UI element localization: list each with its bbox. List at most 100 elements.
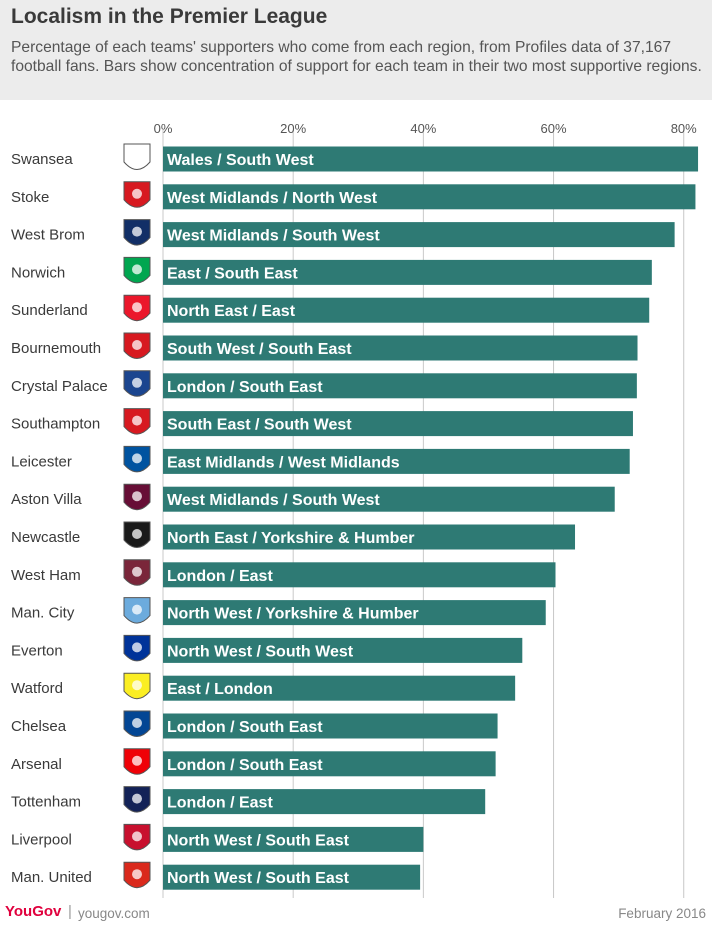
table-row: Crystal Palace London / South East [11,370,637,399]
team-label: Tottenham [11,794,81,811]
crest-emblem [132,151,142,161]
table-row: West Brom West Midlands / South West [11,219,675,248]
crest-emblem [132,604,142,615]
team-label: Watford [11,680,63,697]
bar-label: London / South East [167,719,323,736]
team-label: Crystal Palace [11,378,108,395]
arsenal-crest-icon [123,748,151,775]
crest-emblem [132,226,142,237]
bar-label: South West / South East [167,341,352,358]
table-row: Stoke West Midlands / North West [11,181,696,210]
crest-emblem [132,793,142,804]
bar [163,600,546,626]
bar-label: Wales / South West [167,152,314,169]
bar-label: West Midlands / South West [167,228,380,245]
table-row: Leicester East Midlands / West Midlands [11,445,630,474]
team-label: Swansea [11,151,73,168]
bar-label: North West / South East [167,870,350,887]
bar-label: North West / South West [167,643,354,660]
bar-label: East / South East [167,265,298,282]
chart-subtitle: Percentage of each teams' supporters who… [11,39,702,75]
team-label: Newcastle [11,529,80,546]
table-row: Watford East / London [11,672,516,701]
footer-date: February 2016 [618,906,706,921]
crystal-palace-crest-icon [123,370,151,397]
bar [163,751,496,777]
bar-label: London / South East [167,757,323,774]
crest-emblem [132,491,142,502]
table-row: Everton North West / South West [11,634,523,663]
bar-chart: 0% 20% 40% 60% 80%Swansea Wales / South WestS… [11,121,699,898]
bar-label: South East / South West [167,417,352,434]
table-row: Aston Villa West Midlands / South West [11,483,615,512]
bar [163,486,615,512]
bar [163,637,523,663]
crest-emblem [132,566,142,577]
bar [163,146,699,172]
crest-emblem [132,377,142,388]
crest-emblem [132,453,142,464]
footer-url-link[interactable]: yougov.com [78,906,150,921]
crest-emblem [132,755,142,766]
bar [163,524,576,550]
bar-label: North East / East [167,303,296,320]
table-row: Norwich East / South East [11,256,652,285]
chelsea-crest-icon [123,710,151,737]
table-row: Tottenham London / East [11,786,486,815]
team-label: Southampton [11,416,100,433]
crest-emblem [132,718,142,728]
table-row: Newcastle North East / Yorkshire & Humber [11,521,576,550]
man-united-crest-icon [123,861,151,889]
table-row: Liverpool North West / South East [11,823,424,852]
bar-label: West Midlands / South West [167,492,380,509]
bar-label: East / London [167,681,273,698]
crest-emblem [132,302,142,313]
bar [163,373,637,399]
team-label: Aston Villa [11,491,82,508]
x-tick-label: 20% [280,121,306,136]
stoke-crest-icon [123,181,151,208]
team-label: Man. United [11,869,92,886]
aston-villa-crest-icon [123,483,151,511]
team-label: Leicester [11,453,72,470]
west-ham-crest-icon [123,559,151,586]
southampton-crest-icon [123,408,151,435]
liverpool-crest-icon [123,823,151,851]
bar [163,222,675,248]
bar-label: West Midlands / North West [167,190,378,207]
x-tick-label: 80% [671,121,697,136]
team-label: Bournemouth [11,340,101,357]
crest-emblem [132,831,142,842]
chart-header: Localism in the Premier League Percentag… [0,0,712,100]
table-row: Sunderland North East / East [11,294,650,323]
swansea-crest-icon [123,143,151,170]
bar [163,864,421,890]
table-row: West Ham London / East [11,559,556,588]
crest-emblem [132,188,142,199]
bar-label: London / East [167,795,273,812]
crest-emblem [132,529,142,539]
table-row: Chelsea London / South East [11,710,498,739]
bar-label: London / South East [167,379,323,396]
yougov-logo[interactable]: YouGov [5,903,62,920]
everton-crest-icon [123,634,151,662]
bar-label: East Midlands / West Midlands [167,454,400,471]
newcastle-crest-icon [123,521,151,548]
x-tick-label: 0% [154,121,173,136]
x-tick-label: 60% [541,121,567,136]
watford-crest-icon [123,672,151,700]
table-row: Swansea Wales / South West [11,143,699,172]
table-row: Man. United North West / South East [11,861,421,890]
bar [163,184,696,210]
crest-emblem [132,340,142,350]
team-label: Sunderland [11,302,88,319]
team-label: Stoke [11,189,49,206]
chart-title: Localism in the Premier League [11,5,328,28]
x-tick-label: 40% [410,121,436,136]
crest-emblem [132,680,142,691]
bar [163,789,486,815]
bar [163,562,556,588]
table-row: Arsenal London / South East [11,748,496,777]
bar [163,411,633,437]
leicester-crest-icon [123,445,151,473]
